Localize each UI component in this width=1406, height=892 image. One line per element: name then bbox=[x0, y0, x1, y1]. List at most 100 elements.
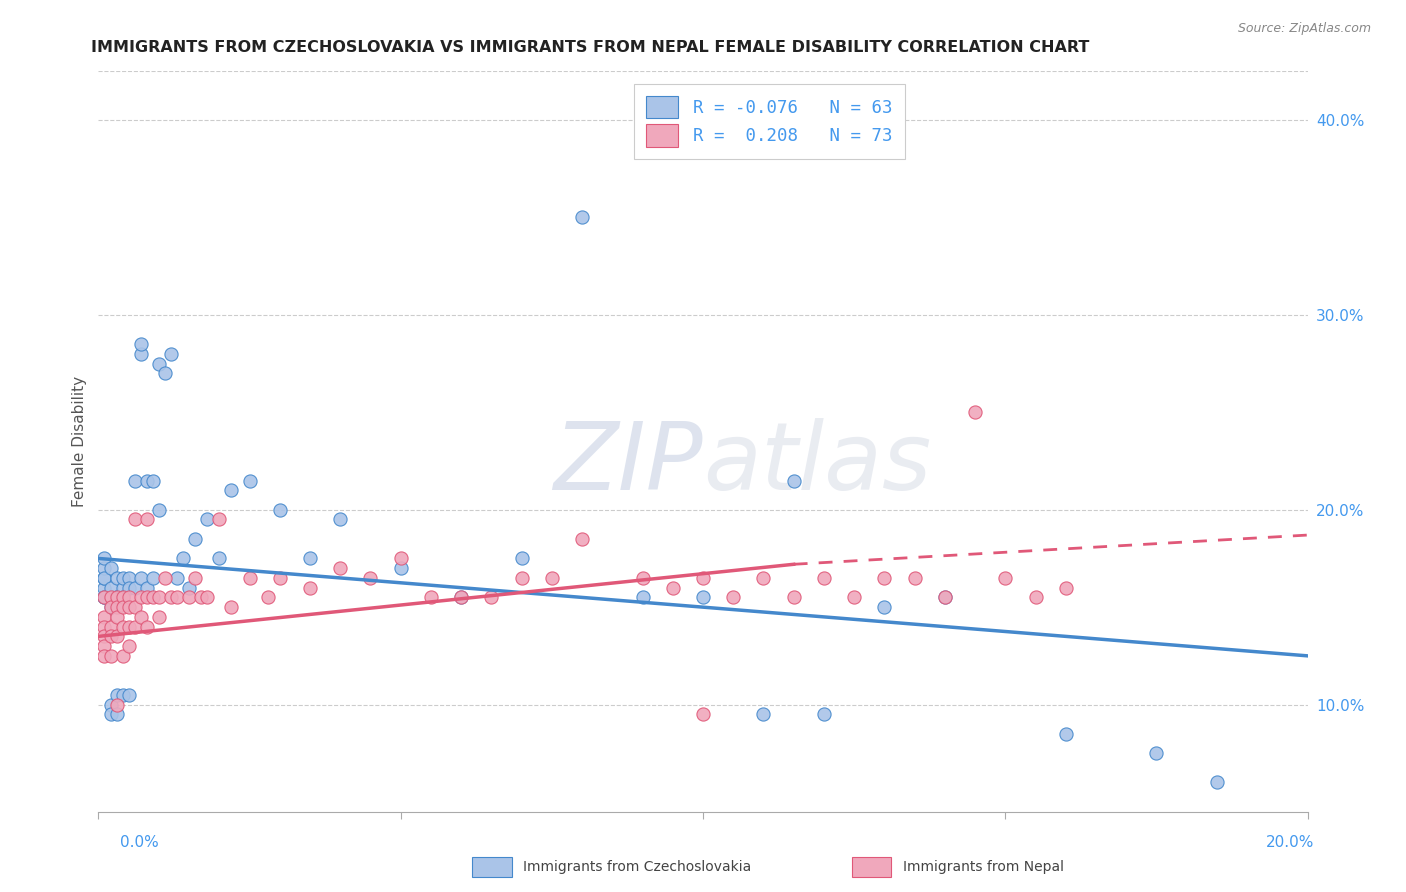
Text: atlas: atlas bbox=[703, 418, 931, 509]
Point bbox=[100, 591, 122, 605]
Point bbox=[124, 600, 146, 615]
Point bbox=[481, 591, 503, 605]
Point bbox=[360, 571, 382, 585]
Point bbox=[105, 698, 128, 712]
Point bbox=[100, 581, 122, 595]
Point bbox=[105, 688, 128, 702]
Point bbox=[1054, 727, 1077, 741]
Point bbox=[124, 512, 146, 526]
Point bbox=[148, 502, 170, 516]
Point bbox=[118, 688, 141, 702]
Point bbox=[783, 591, 806, 605]
Point bbox=[661, 581, 683, 595]
Point bbox=[752, 707, 775, 722]
Point bbox=[571, 532, 593, 546]
Point bbox=[269, 571, 291, 585]
Point bbox=[124, 581, 146, 595]
Point bbox=[329, 512, 352, 526]
Point bbox=[118, 600, 141, 615]
Point bbox=[135, 474, 157, 488]
Point bbox=[692, 571, 714, 585]
Point bbox=[142, 591, 165, 605]
Point bbox=[100, 600, 122, 615]
Point bbox=[723, 591, 745, 605]
Point bbox=[1206, 775, 1229, 789]
Point bbox=[153, 367, 176, 381]
Point bbox=[160, 591, 183, 605]
Point bbox=[904, 571, 927, 585]
Point bbox=[111, 619, 134, 633]
Point bbox=[184, 532, 207, 546]
Point bbox=[93, 591, 115, 605]
Point bbox=[195, 512, 218, 526]
Point bbox=[93, 581, 115, 595]
Point bbox=[93, 648, 115, 663]
Point bbox=[179, 591, 201, 605]
Point bbox=[631, 571, 654, 585]
Point bbox=[100, 698, 122, 712]
Point bbox=[105, 610, 128, 624]
Point bbox=[111, 600, 134, 615]
Point bbox=[118, 619, 141, 633]
Point bbox=[135, 581, 157, 595]
Point bbox=[631, 591, 654, 605]
Point bbox=[111, 648, 134, 663]
Point bbox=[873, 571, 896, 585]
Text: Source: ZipAtlas.com: Source: ZipAtlas.com bbox=[1237, 22, 1371, 36]
Point bbox=[208, 551, 231, 566]
Point bbox=[111, 571, 134, 585]
Point bbox=[111, 591, 134, 605]
Point bbox=[100, 619, 122, 633]
Point bbox=[93, 619, 115, 633]
Point bbox=[105, 707, 128, 722]
Text: Immigrants from Nepal: Immigrants from Nepal bbox=[903, 860, 1064, 874]
Point bbox=[389, 561, 412, 575]
Point bbox=[129, 591, 152, 605]
Point bbox=[129, 610, 152, 624]
Point bbox=[93, 639, 115, 653]
Point bbox=[100, 707, 122, 722]
Point bbox=[124, 474, 146, 488]
Point bbox=[105, 591, 128, 605]
Point bbox=[1024, 591, 1046, 605]
Point bbox=[105, 591, 128, 605]
Point bbox=[93, 610, 115, 624]
Point bbox=[100, 648, 122, 663]
Point bbox=[752, 571, 775, 585]
Point bbox=[783, 474, 806, 488]
Point bbox=[692, 591, 714, 605]
Text: ZIP: ZIP bbox=[554, 418, 703, 509]
Point bbox=[100, 591, 122, 605]
Point bbox=[256, 591, 278, 605]
Point bbox=[389, 551, 412, 566]
Point bbox=[813, 707, 835, 722]
Point bbox=[118, 591, 141, 605]
Point bbox=[692, 707, 714, 722]
Point bbox=[221, 600, 243, 615]
Point bbox=[153, 571, 176, 585]
Point bbox=[571, 211, 593, 225]
Y-axis label: Female Disability: Female Disability bbox=[72, 376, 87, 508]
Text: IMMIGRANTS FROM CZECHOSLOVAKIA VS IMMIGRANTS FROM NEPAL FEMALE DISABILITY CORREL: IMMIGRANTS FROM CZECHOSLOVAKIA VS IMMIGR… bbox=[91, 40, 1090, 55]
Point bbox=[93, 591, 115, 605]
Point bbox=[105, 571, 128, 585]
Point bbox=[148, 591, 170, 605]
Point bbox=[239, 571, 262, 585]
Point bbox=[93, 551, 115, 566]
Point bbox=[540, 571, 562, 585]
Point bbox=[100, 561, 122, 575]
Point bbox=[135, 512, 157, 526]
Point bbox=[111, 581, 134, 595]
Point bbox=[142, 474, 165, 488]
Point bbox=[105, 600, 128, 615]
Point bbox=[105, 591, 128, 605]
Point bbox=[873, 600, 896, 615]
Point bbox=[118, 639, 141, 653]
Point bbox=[965, 405, 987, 419]
Point bbox=[124, 619, 146, 633]
Point bbox=[934, 591, 956, 605]
Legend: R = -0.076   N = 63, R =  0.208   N = 73: R = -0.076 N = 63, R = 0.208 N = 73 bbox=[634, 84, 905, 159]
Point bbox=[93, 571, 115, 585]
Point bbox=[190, 591, 212, 605]
Point bbox=[934, 591, 956, 605]
